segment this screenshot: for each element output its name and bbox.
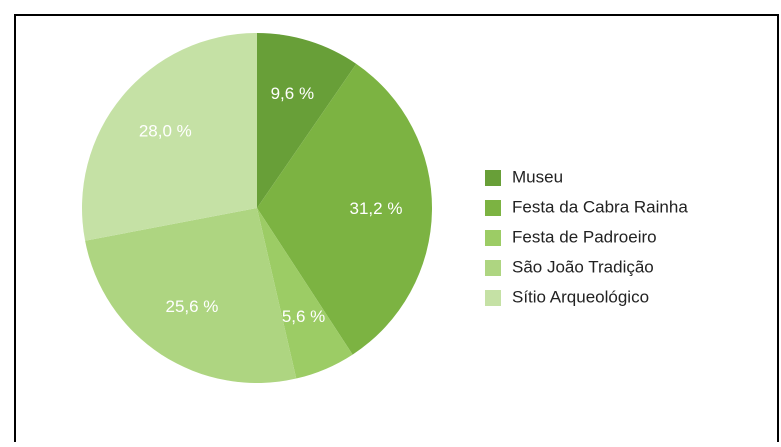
slice-label: 5,6 % — [282, 307, 325, 326]
frame — [14, 14, 779, 447]
legend-swatch — [485, 290, 501, 306]
slice-label: 9,6 % — [271, 84, 314, 103]
legend-label: São João Tradição — [512, 257, 654, 276]
pie-slice — [82, 33, 257, 241]
pie-slice — [85, 208, 297, 383]
slice-label: 31,2 % — [350, 199, 403, 218]
legend-swatch — [485, 170, 501, 186]
legend-swatch — [485, 230, 501, 246]
slice-label: 25,6 % — [166, 297, 219, 316]
pie-slice — [257, 63, 433, 355]
pie-slice — [257, 208, 353, 379]
legend-swatch — [485, 260, 501, 276]
legend-label: Sítio Arqueológico — [512, 287, 649, 306]
legend-label: Festa da Cabra Rainha — [512, 197, 688, 216]
legend-label: Festa de Padroeiro — [512, 227, 657, 246]
pie-slice — [257, 33, 357, 208]
legend-label: Museu — [512, 167, 563, 186]
slice-label: 28,0 % — [139, 122, 192, 141]
legend-swatch — [485, 200, 501, 216]
